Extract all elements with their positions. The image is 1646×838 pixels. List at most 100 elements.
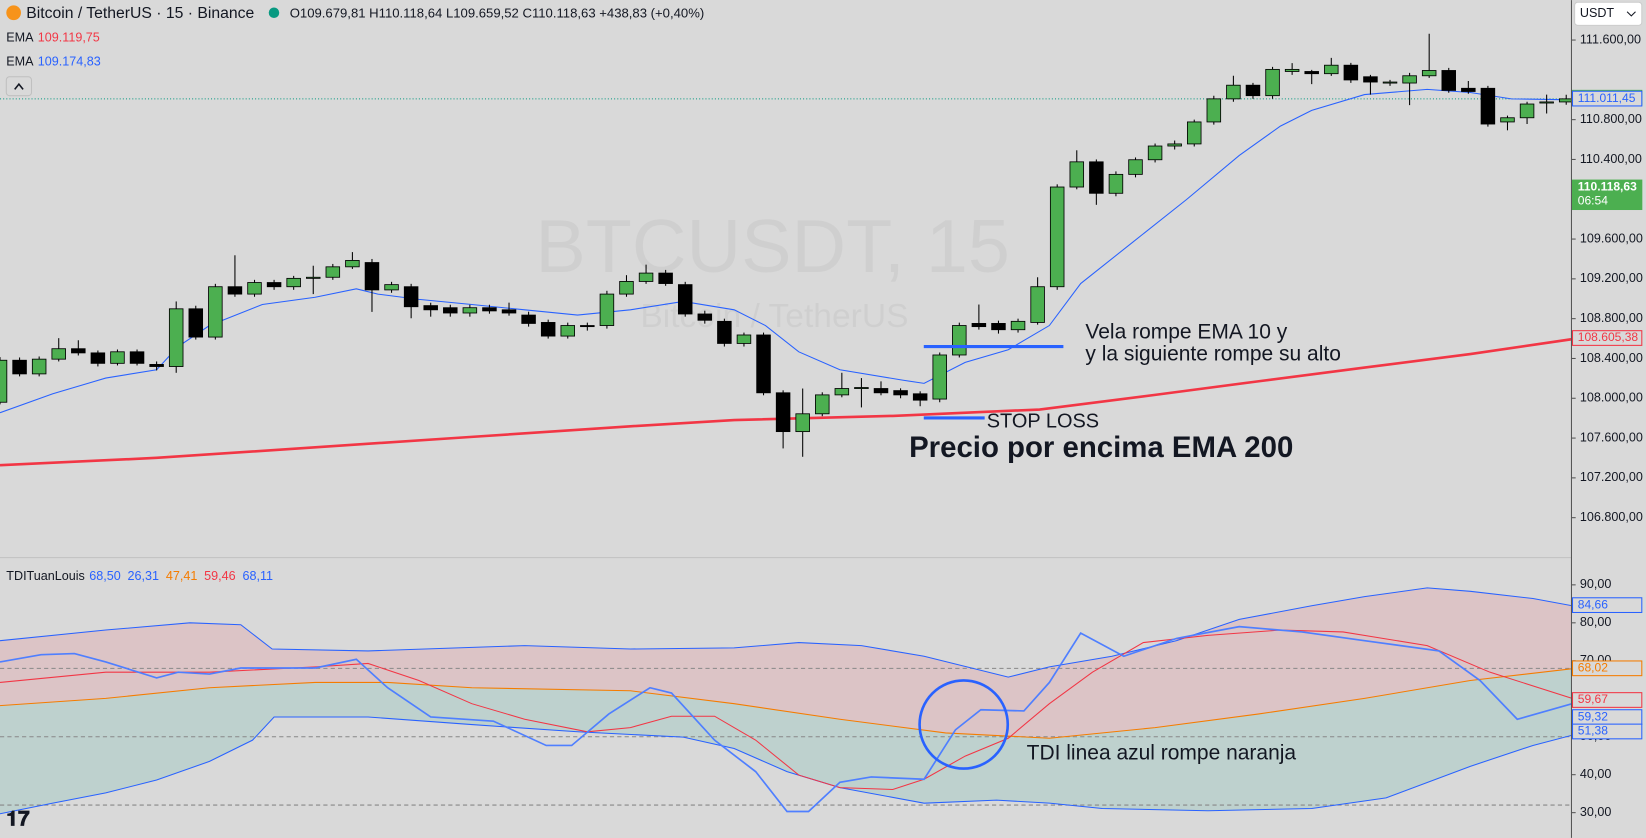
candle-body xyxy=(1421,70,1437,77)
candle-body xyxy=(1245,84,1261,97)
price-badge-label: 108.605,38 xyxy=(1578,330,1639,344)
drawn-circle[interactable] xyxy=(918,679,1010,770)
indicator-pane xyxy=(0,587,1572,815)
candle-body xyxy=(306,276,321,279)
y-tick-label: 110.800,00 xyxy=(1580,112,1642,126)
annotation[interactable]: STOP LOSS xyxy=(987,410,1099,432)
lower-band-fill xyxy=(0,668,1572,814)
annotation[interactable]: y la siguiente rompe su alto xyxy=(1085,343,1340,366)
candle-body xyxy=(286,277,301,288)
candle-body xyxy=(619,281,634,295)
ohlc: O109.679,81 H110.118,64 L109.659,52 C110… xyxy=(290,5,705,20)
candle-body xyxy=(1167,143,1182,147)
candle-body xyxy=(129,351,145,364)
series-line xyxy=(0,625,1572,813)
market-status xyxy=(268,7,280,18)
candle-body xyxy=(971,323,987,328)
annotation[interactable]: TDI linea azul rompe naranja xyxy=(1027,741,1297,764)
indicator-name[interactable]: TDITuanLouis xyxy=(6,569,85,583)
price-badge xyxy=(1571,330,1643,346)
collapse-button[interactable] xyxy=(5,76,33,97)
candle-body xyxy=(697,313,713,321)
candle-body xyxy=(384,284,399,291)
price-badge-sub: 06:54 xyxy=(1578,193,1608,207)
candle-body xyxy=(1284,68,1300,72)
candle-body xyxy=(521,314,536,324)
candle-body xyxy=(1069,161,1085,188)
candle-body xyxy=(717,320,732,344)
y-tick-label: 106.800,00 xyxy=(1580,510,1643,524)
candle-body xyxy=(51,348,66,360)
candle-body xyxy=(540,322,556,337)
annotation[interactable]: Vela rompe EMA 10 y xyxy=(1085,320,1287,343)
candle-body xyxy=(1461,87,1476,92)
candle-body xyxy=(834,388,850,396)
candle-body xyxy=(795,413,810,433)
collapse-icon xyxy=(14,82,24,90)
candle-body xyxy=(560,325,575,337)
legend-name[interactable]: EMA xyxy=(6,54,34,68)
candle-body xyxy=(1186,121,1202,145)
y-tick-label: 111.600,00 xyxy=(1580,32,1641,46)
y-tick-label: 110.400,00 xyxy=(1580,152,1642,166)
candle-body xyxy=(912,393,928,401)
candle-body xyxy=(580,325,595,328)
y-tick-label: 108.000,00 xyxy=(1580,391,1643,405)
y-tick-label: 108.800,00 xyxy=(1580,311,1643,325)
candle-body xyxy=(1402,75,1417,84)
candle-body xyxy=(991,323,1006,331)
currency: USDT xyxy=(1580,6,1615,20)
y-tick-label: 30,00 xyxy=(1580,805,1611,819)
series-line xyxy=(0,337,1572,467)
candle-body xyxy=(501,309,517,314)
indicator-value: 68,50 xyxy=(89,569,120,583)
candle-body xyxy=(1226,84,1241,100)
candle-body xyxy=(658,272,673,284)
indicator-value: 26,31 xyxy=(128,569,159,583)
y-tick-label: 40,00 xyxy=(1580,767,1611,781)
candle-body xyxy=(110,351,125,364)
candle-body xyxy=(736,334,752,344)
price-badge xyxy=(1571,660,1643,677)
legend-value: 109.119,75 xyxy=(38,30,100,44)
candle-body xyxy=(775,392,791,433)
candle-body xyxy=(854,387,869,389)
price-badge-label: 59,32 xyxy=(1578,709,1608,723)
candle-body xyxy=(1480,87,1496,125)
candle-body xyxy=(1363,76,1378,83)
series-line xyxy=(0,668,1572,739)
watermark: BTCUSDT, 15 xyxy=(535,205,1010,289)
candle-body xyxy=(1441,70,1456,91)
candle-body xyxy=(1089,161,1104,194)
candle-body xyxy=(1030,286,1045,323)
symbol-title[interactable]: Bitcoin / TetherUS · 15 · Binance xyxy=(26,5,254,22)
price-badge xyxy=(1571,723,1643,740)
candle-body xyxy=(188,308,204,338)
candle-body xyxy=(168,308,184,367)
y-tick-label: 108.400,00 xyxy=(1580,351,1643,365)
price-badge-label: 110.118,63 xyxy=(1578,180,1637,194)
candle-body xyxy=(599,293,615,326)
annotation[interactable]: Precio por encima EMA 200 xyxy=(909,431,1293,464)
candle-body xyxy=(247,282,262,295)
candle-body xyxy=(12,359,27,375)
y-tick-label: 90,00 xyxy=(1580,577,1611,591)
candle-body xyxy=(0,359,8,403)
series-line xyxy=(0,629,1572,791)
y-tick-label: 107.600,00 xyxy=(1580,430,1643,444)
candle-body xyxy=(1147,145,1163,161)
currency-select[interactable] xyxy=(1574,1,1643,26)
price-badge-label: 59,67 xyxy=(1578,692,1608,706)
price-badge xyxy=(1571,90,1643,107)
candle-body xyxy=(677,284,693,315)
candle-body xyxy=(1206,98,1222,123)
candle-body xyxy=(1265,68,1280,97)
candle-body xyxy=(403,286,419,308)
candle-body xyxy=(227,286,243,295)
candle-body xyxy=(1539,101,1554,104)
candle-body xyxy=(815,394,830,415)
y-tick-label: 109.600,00 xyxy=(1580,231,1643,245)
price-badge xyxy=(1571,692,1643,708)
series-line xyxy=(0,587,1572,678)
legend-name[interactable]: EMA xyxy=(6,30,34,44)
